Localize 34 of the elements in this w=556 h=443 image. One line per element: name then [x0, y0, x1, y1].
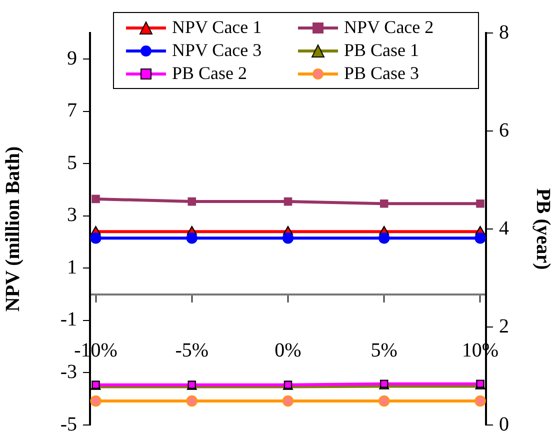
point [92, 194, 100, 204]
point [186, 232, 198, 244]
y-tick-label: 5 [67, 152, 77, 174]
legend-label: PB Case 2 [172, 63, 248, 84]
x-tick-label: -5% [175, 340, 209, 362]
y2-tick-label: 6 [499, 119, 509, 142]
point [284, 197, 292, 206]
y2-tick-label: 0 [499, 413, 509, 436]
y2-tick-label: 4 [499, 217, 509, 240]
legend-label: NPV Cace 3 [172, 40, 262, 61]
point [188, 197, 196, 206]
legend-label: NPV Cace 1 [172, 17, 262, 38]
point [476, 200, 484, 208]
point [378, 232, 390, 244]
y-tick-label: 7 [67, 100, 77, 122]
legend-label: PB Case 3 [344, 63, 420, 84]
y-tick-label: -5 [60, 413, 77, 436]
y-tick-label: 1 [67, 256, 77, 278]
y-tick-label: 3 [67, 204, 77, 226]
point [474, 232, 486, 244]
legend-label: PB Case 1 [344, 40, 420, 61]
x-tick-label: 0% [274, 340, 302, 362]
y2-axis-title: PB (year) [532, 188, 554, 270]
y2-tick-label: 8 [499, 21, 509, 44]
point [380, 200, 388, 208]
y-tick-label: -1 [60, 308, 77, 331]
y-tick-label: 9 [67, 47, 77, 70]
point [282, 232, 294, 244]
y-axis-title: NPV (million Bath) [2, 146, 24, 312]
point [90, 232, 102, 244]
legend-label: NPV Cace 2 [344, 17, 434, 38]
y2-tick-label: 2 [499, 315, 509, 338]
y-tick-label: -3 [60, 360, 77, 383]
x-tick-label: 5% [370, 340, 398, 362]
